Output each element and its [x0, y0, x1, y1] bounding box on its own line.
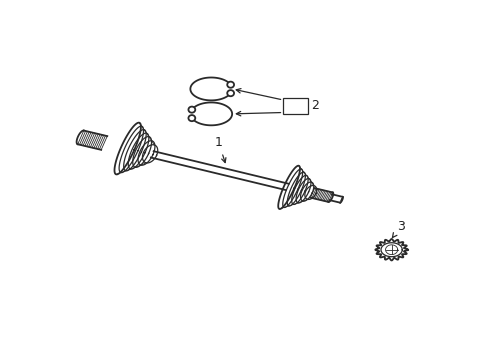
Ellipse shape — [189, 107, 196, 113]
Ellipse shape — [227, 90, 234, 96]
Bar — [283, 98, 308, 114]
Ellipse shape — [227, 82, 234, 88]
Text: 1: 1 — [215, 136, 226, 163]
Ellipse shape — [189, 115, 196, 121]
Text: 3: 3 — [392, 220, 405, 238]
Text: 2: 2 — [311, 99, 319, 112]
